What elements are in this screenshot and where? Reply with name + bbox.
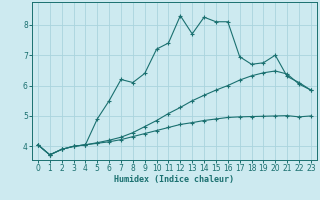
X-axis label: Humidex (Indice chaleur): Humidex (Indice chaleur) — [115, 175, 234, 184]
